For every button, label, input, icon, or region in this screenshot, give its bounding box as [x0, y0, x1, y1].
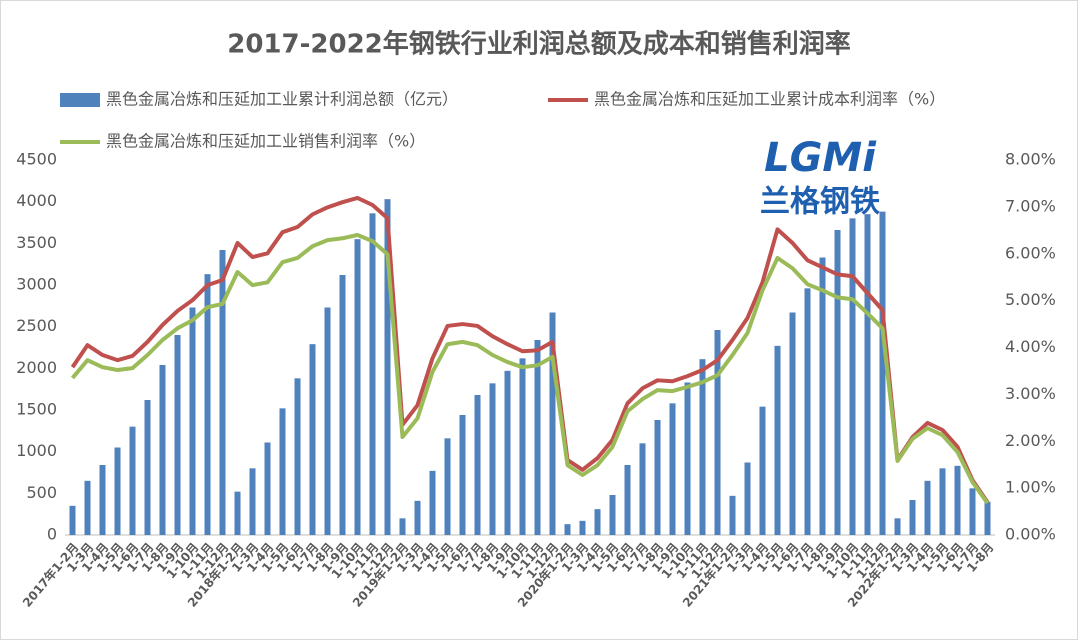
bar	[159, 365, 166, 535]
bar	[654, 420, 661, 535]
y2-tick-label: 0.00%	[1005, 525, 1056, 544]
bar	[564, 524, 571, 535]
bar	[399, 518, 406, 535]
bar	[114, 447, 121, 535]
bar	[444, 438, 451, 535]
bar	[729, 495, 736, 535]
bar	[279, 408, 286, 535]
y-tick-label: 3500	[16, 233, 57, 252]
y2-tick-label: 4.00%	[1005, 337, 1056, 356]
bar	[264, 442, 271, 535]
legend-label: 黑色金属冶炼和压延加工业累计成本利润率（%）	[594, 90, 945, 109]
legend-swatch	[60, 93, 100, 107]
y2-tick-label: 6.00%	[1005, 243, 1056, 262]
y-tick-label: 4500	[16, 150, 57, 169]
bar	[294, 378, 301, 535]
bar	[924, 480, 931, 535]
bar	[954, 465, 961, 535]
line	[70, 233, 990, 505]
bar	[504, 370, 511, 535]
bar	[849, 218, 856, 536]
bar	[969, 488, 976, 535]
bar	[609, 495, 616, 535]
bar	[519, 358, 526, 535]
bar	[174, 335, 181, 535]
bar	[579, 520, 586, 535]
bar	[864, 214, 871, 535]
y-tick-label: 2000	[16, 358, 57, 377]
y-tick-label: 4000	[16, 191, 57, 210]
bar	[369, 213, 376, 536]
bar	[384, 199, 391, 535]
bar	[759, 406, 766, 535]
logo: LGMi	[764, 135, 877, 181]
y-tick-label: 1500	[16, 400, 57, 419]
bar	[834, 230, 841, 535]
bar	[84, 480, 91, 535]
y2-tick-label: 5.00%	[1005, 290, 1056, 309]
bar	[939, 468, 946, 535]
bar	[699, 359, 706, 535]
bar	[894, 518, 901, 535]
bar	[624, 465, 631, 535]
bar	[129, 426, 136, 535]
y2-tick-label: 7.00%	[1005, 196, 1056, 215]
y2-tick-label: 1.00%	[1005, 478, 1056, 497]
bar	[249, 468, 256, 535]
bar	[744, 462, 751, 535]
bar	[714, 330, 721, 535]
bar	[354, 239, 361, 535]
y2-tick-label: 8.00%	[1005, 150, 1056, 169]
y-tick-label: 3000	[16, 275, 57, 294]
bar	[774, 345, 781, 535]
y2-tick-label: 3.00%	[1005, 384, 1056, 403]
bar	[804, 288, 811, 535]
legend-label: 黑色金属冶炼和压延加工业销售利润率（%）	[106, 132, 425, 151]
bar	[204, 274, 211, 535]
y-tick-label: 500	[26, 483, 57, 502]
bar	[489, 383, 496, 535]
bar	[219, 250, 226, 535]
bar	[69, 505, 76, 535]
y-tick-label: 0	[47, 525, 57, 544]
line	[70, 195, 990, 504]
bar	[819, 257, 826, 535]
bar	[549, 312, 556, 535]
bar	[339, 275, 346, 535]
bar	[684, 382, 691, 535]
y-tick-label: 1000	[16, 441, 57, 460]
chart-title: 2017-2022年钢铁行业利润总额及成本和销售利润率	[227, 29, 851, 60]
bar	[324, 307, 331, 535]
y2-tick-label: 2.00%	[1005, 431, 1056, 450]
bar	[309, 344, 316, 535]
bar	[144, 400, 151, 535]
bar	[534, 340, 541, 535]
bar	[909, 500, 916, 535]
bar	[99, 465, 106, 535]
bar	[789, 312, 796, 535]
bar	[594, 509, 601, 535]
bar	[474, 395, 481, 535]
bar	[639, 443, 646, 535]
logo-text: 兰格钢铁	[760, 185, 880, 220]
bar	[984, 501, 991, 535]
bar	[189, 307, 196, 535]
y-tick-label: 2500	[16, 316, 57, 335]
bar	[669, 403, 676, 535]
bar	[879, 211, 886, 535]
bar	[234, 491, 241, 535]
bar	[459, 415, 466, 535]
bar	[429, 470, 436, 535]
legend-label: 黑色金属冶炼和压延加工业累计利润总额（亿元）	[106, 90, 458, 109]
bar	[414, 500, 421, 535]
